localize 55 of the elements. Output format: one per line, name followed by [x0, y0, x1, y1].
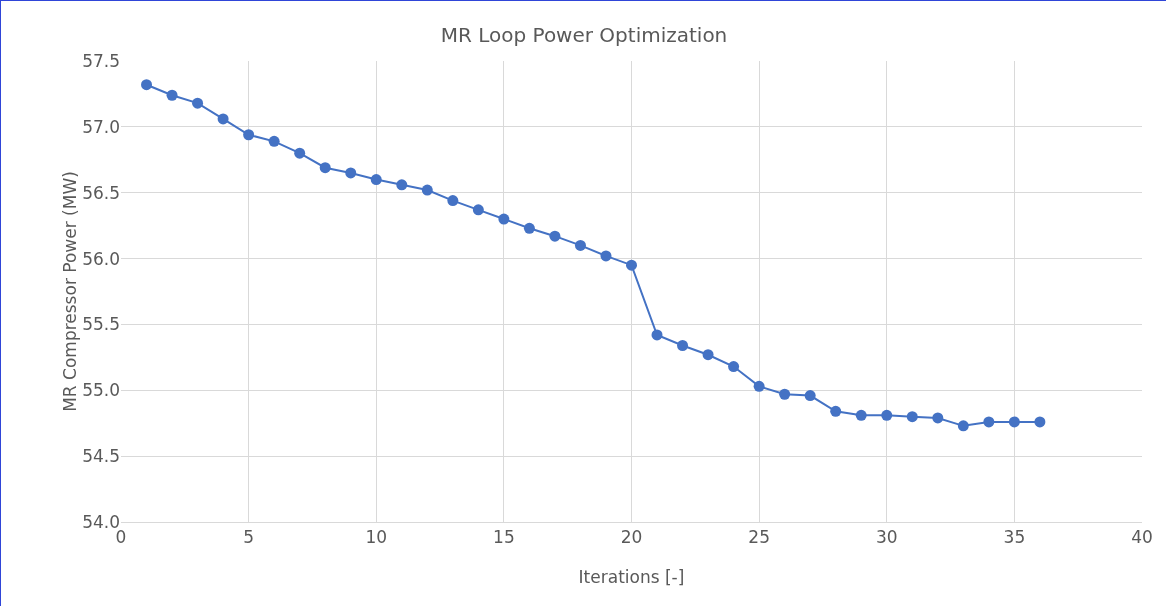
point — [728, 361, 740, 373]
point — [523, 222, 535, 234]
point — [881, 409, 893, 421]
point — [574, 239, 586, 251]
y-tick-label: 56.0 — [82, 248, 120, 269]
point — [626, 259, 637, 271]
point — [932, 412, 944, 424]
x-tick-label: 5 — [243, 527, 255, 548]
point — [396, 179, 408, 191]
point — [166, 89, 178, 101]
y-tick-label: 56.5 — [82, 182, 120, 203]
point — [1034, 416, 1046, 428]
point — [243, 129, 255, 141]
y-tick-label: 57.5 — [82, 50, 120, 71]
point — [472, 204, 484, 216]
chart-title: MR Loop Power Optimization — [440, 23, 728, 48]
y-tick-label: 57.0 — [82, 116, 120, 137]
x-tick-label: 15 — [493, 527, 515, 548]
point — [983, 416, 995, 428]
point — [294, 147, 306, 159]
point — [192, 97, 204, 109]
y-tick-label: 55.5 — [82, 314, 120, 335]
point — [141, 79, 153, 91]
x-tick-label: 30 — [875, 527, 898, 548]
x-tick-label: 0 — [115, 527, 127, 548]
x-axis-title: Iterations [-] — [578, 567, 685, 587]
y-tick-label: 55.0 — [82, 380, 120, 401]
point — [345, 167, 357, 179]
point — [447, 195, 459, 207]
y-axis-title: MR Compressor Power (MW) — [60, 171, 81, 412]
point — [677, 340, 689, 351]
y-tick-label: 54.5 — [82, 446, 120, 467]
x-tick-label: 10 — [365, 527, 388, 548]
point — [549, 230, 561, 242]
x-tick-label: 40 — [1131, 527, 1153, 548]
point — [268, 135, 280, 147]
point — [421, 184, 433, 196]
point — [217, 113, 229, 125]
point — [779, 388, 791, 400]
point — [319, 162, 331, 174]
point — [830, 405, 842, 417]
point — [370, 174, 382, 186]
point — [600, 250, 612, 262]
point — [1008, 416, 1020, 428]
point — [855, 409, 867, 421]
point — [906, 411, 918, 423]
x-tick-label: 20 — [620, 527, 643, 548]
point — [651, 329, 663, 341]
x-tick-label: 35 — [1003, 527, 1026, 548]
point — [498, 213, 510, 225]
point — [702, 349, 714, 361]
x-tick-label: 25 — [748, 527, 770, 548]
point — [753, 380, 765, 392]
point — [804, 390, 816, 402]
point — [957, 420, 969, 432]
